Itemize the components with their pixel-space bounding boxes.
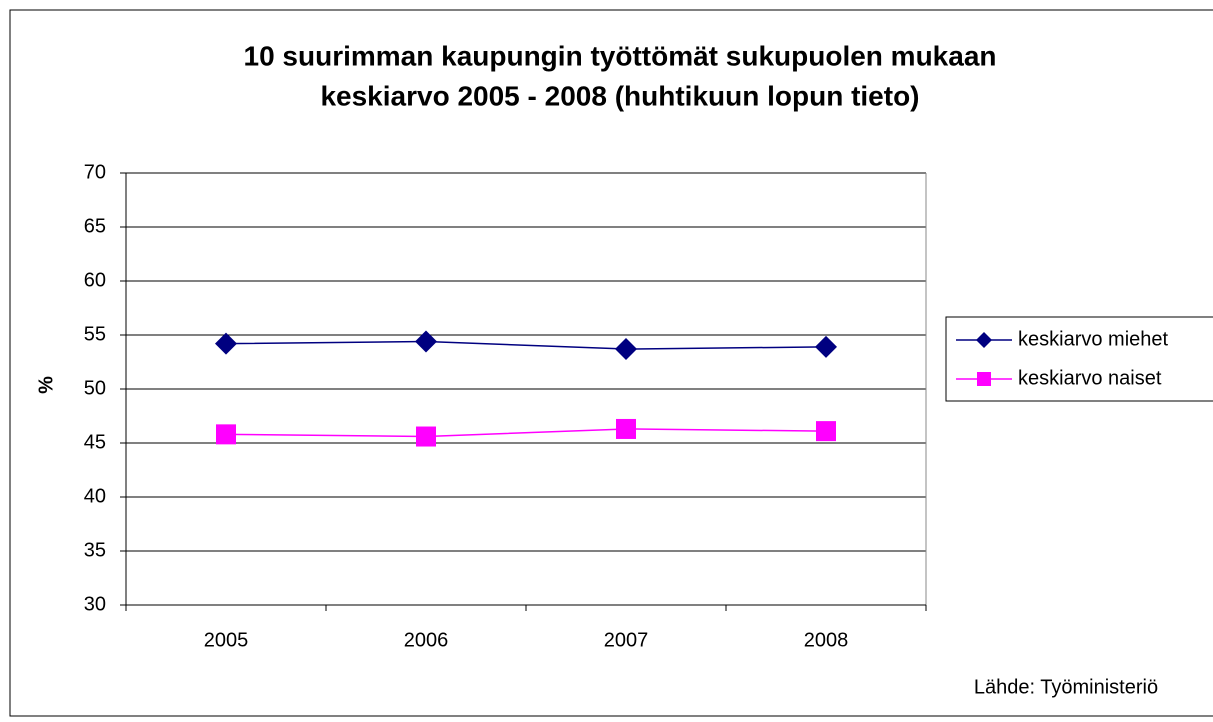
y-axis-label: % xyxy=(35,376,57,394)
y-tick-label: 35 xyxy=(84,539,106,561)
point-marker xyxy=(216,424,236,445)
point-marker xyxy=(416,426,436,447)
legend-box xyxy=(945,316,1213,402)
y-tick-label: 45 xyxy=(84,431,106,453)
legend-label: keskiarvo naiset xyxy=(1018,367,1162,389)
legend-marker xyxy=(976,332,992,348)
source-note: Lähde: Työministeriö xyxy=(974,676,1158,698)
x-tick-label: 2005 xyxy=(204,629,249,651)
legend-marker xyxy=(977,372,991,386)
y-tick-label: 50 xyxy=(84,377,106,399)
point-marker xyxy=(616,418,636,439)
series-line xyxy=(225,428,827,438)
point-marker xyxy=(615,338,637,361)
x-tick-label: 2007 xyxy=(604,629,649,651)
y-tick-label: 65 xyxy=(84,215,106,237)
x-tick-label: 2008 xyxy=(804,629,849,651)
point-marker xyxy=(215,332,237,355)
y-tick-label: 60 xyxy=(84,269,106,291)
y-tick-label: 70 xyxy=(84,161,106,183)
chart-frame xyxy=(9,9,1213,717)
point-marker xyxy=(815,335,837,358)
y-tick-label: 30 xyxy=(84,593,106,615)
legend-label: keskiarvo miehet xyxy=(1018,328,1169,350)
chart-title: 10 suurimman kaupungin työttömät sukupuo… xyxy=(244,40,997,71)
x-tick-label: 2006 xyxy=(404,629,449,651)
point-marker xyxy=(415,330,437,353)
y-tick-label: 40 xyxy=(84,485,106,507)
y-tick-label: 55 xyxy=(84,323,106,345)
chart-title: keskiarvo 2005 - 2008 (huhtikuun lopun t… xyxy=(320,80,919,111)
point-marker xyxy=(816,421,836,442)
series-line xyxy=(225,340,827,350)
